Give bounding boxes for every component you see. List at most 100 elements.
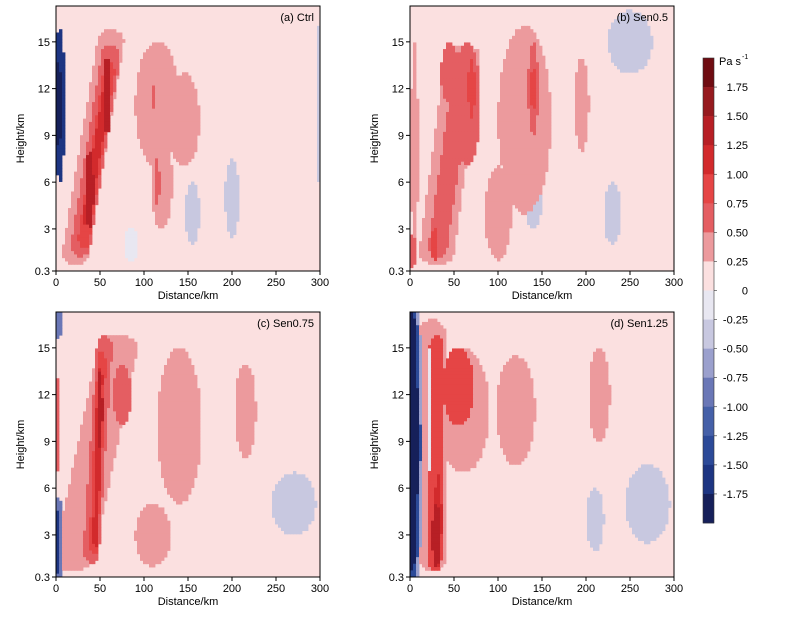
field-cell xyxy=(620,49,623,53)
field-cell xyxy=(575,82,578,86)
field-cell xyxy=(239,415,242,419)
field-cell xyxy=(152,99,155,103)
field-cell xyxy=(443,238,446,242)
field-cell xyxy=(527,79,530,83)
field-cell xyxy=(92,115,95,119)
field-cell xyxy=(158,195,161,199)
field-cell xyxy=(509,49,512,53)
field-cell xyxy=(608,225,611,229)
field-cell xyxy=(533,225,536,229)
field-cell xyxy=(152,188,155,192)
field-cell xyxy=(170,358,173,362)
field-cell xyxy=(167,205,170,209)
field-cell xyxy=(506,192,509,196)
field-cell xyxy=(173,89,176,93)
field-cell xyxy=(509,192,512,196)
field-cell xyxy=(167,192,170,196)
field-cell xyxy=(584,89,587,93)
field-cell xyxy=(455,56,458,60)
field-cell xyxy=(236,215,239,219)
field-cell xyxy=(176,92,179,96)
field-cell xyxy=(92,129,95,133)
field-cell xyxy=(188,145,191,149)
field-cell xyxy=(107,411,110,415)
field-cell xyxy=(125,401,128,405)
field-cell xyxy=(500,254,503,258)
field-cell xyxy=(101,385,104,389)
field-cell xyxy=(497,185,500,189)
field-cell xyxy=(431,235,434,239)
field-cell xyxy=(461,72,464,76)
field-cell xyxy=(155,109,158,113)
field-cell xyxy=(536,76,539,80)
field-cell xyxy=(512,142,515,146)
field-cell xyxy=(497,112,500,116)
field-cell xyxy=(509,198,512,202)
field-cell xyxy=(164,398,167,402)
field-cell xyxy=(530,155,533,159)
field-cell xyxy=(161,408,164,412)
field-cell xyxy=(641,33,644,37)
field-cell xyxy=(518,89,521,93)
field-cell xyxy=(113,395,116,399)
field-cell xyxy=(575,99,578,103)
field-cell xyxy=(56,52,59,56)
field-cell xyxy=(413,178,416,182)
field-cell xyxy=(506,49,509,53)
field-cell xyxy=(167,378,170,382)
field-cell xyxy=(113,52,116,56)
field-cell xyxy=(164,411,167,415)
field-cell xyxy=(455,62,458,66)
field-cell xyxy=(56,56,59,60)
field-cell xyxy=(617,52,620,56)
field-cell xyxy=(80,139,83,143)
field-cell xyxy=(536,72,539,76)
field-cell xyxy=(86,231,89,235)
field-cell xyxy=(626,62,629,66)
field-cell xyxy=(92,178,95,182)
field-cell xyxy=(509,188,512,192)
field-cell xyxy=(503,231,506,235)
field-cell xyxy=(173,398,176,402)
field-cell xyxy=(461,145,464,149)
field-cell xyxy=(143,95,146,99)
field-cell xyxy=(143,115,146,119)
field-cell xyxy=(506,175,509,179)
field-cell xyxy=(458,99,461,103)
field-cell xyxy=(194,408,197,412)
field-cell xyxy=(95,49,98,53)
field-cell xyxy=(452,158,455,162)
field-cell xyxy=(101,398,104,402)
field-cell xyxy=(71,205,74,209)
field-cell xyxy=(188,208,191,212)
field-cell xyxy=(473,86,476,90)
field-cell xyxy=(119,348,122,352)
field-cell xyxy=(188,148,191,152)
field-cell xyxy=(110,378,113,382)
field-cell xyxy=(575,102,578,106)
field-cell xyxy=(167,425,170,429)
field-cell xyxy=(56,49,59,53)
field-cell xyxy=(155,66,158,70)
field-cell xyxy=(548,109,551,113)
field-cell xyxy=(527,201,530,205)
field-cell xyxy=(641,56,644,60)
field-cell xyxy=(98,125,101,129)
field-cell xyxy=(167,152,170,156)
field-cell xyxy=(242,401,245,405)
field-cell xyxy=(614,205,617,209)
field-cell xyxy=(197,392,200,396)
field-cell xyxy=(500,175,503,179)
field-cell xyxy=(239,425,242,429)
field-cell xyxy=(452,235,455,239)
field-cell xyxy=(197,119,200,123)
field-cell xyxy=(167,102,170,106)
field-cell xyxy=(527,221,530,225)
field-cell xyxy=(104,42,107,46)
field-cell xyxy=(605,211,608,215)
field-cell xyxy=(473,59,476,63)
field-cell xyxy=(449,215,452,219)
field-cell xyxy=(77,178,80,182)
field-cell xyxy=(140,132,143,136)
field-cell xyxy=(236,385,239,389)
